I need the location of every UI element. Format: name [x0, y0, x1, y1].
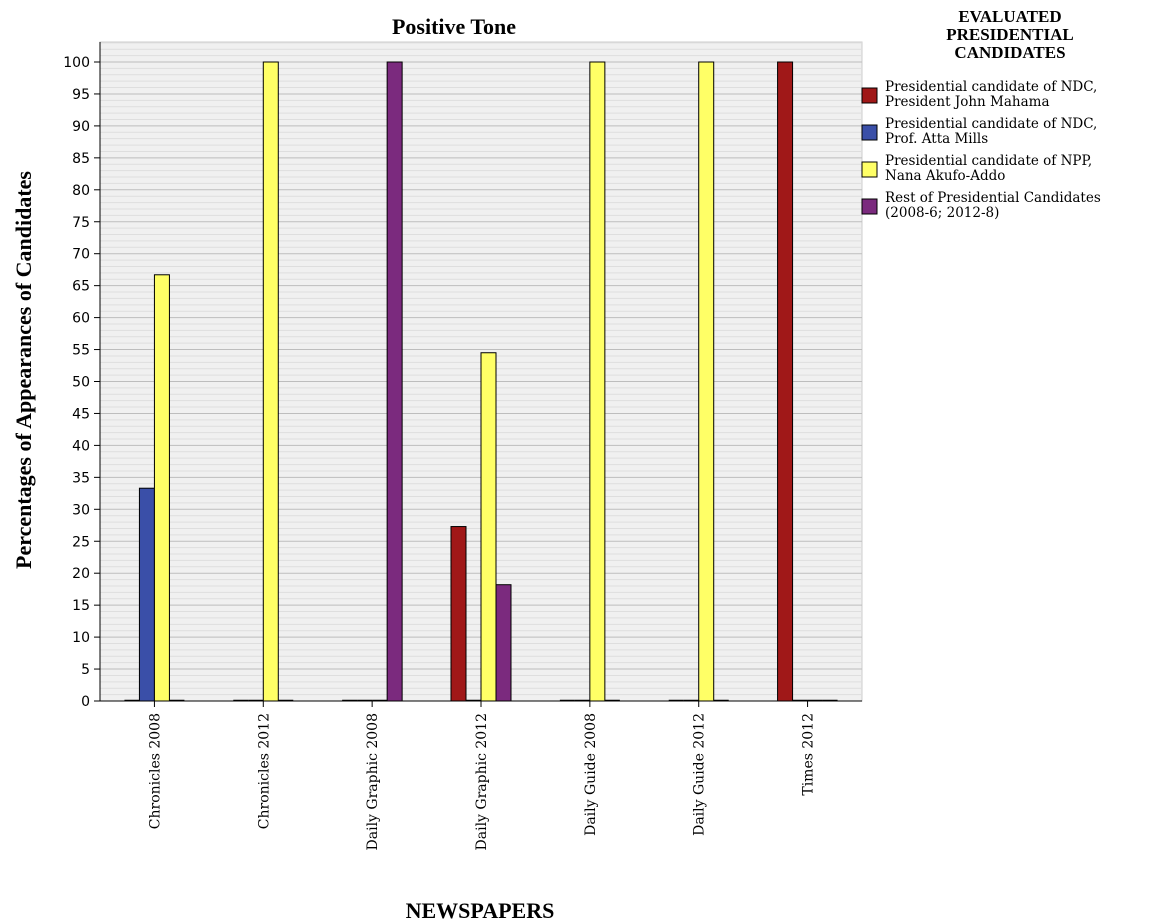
legend-swatch	[861, 161, 878, 178]
bar	[480, 352, 497, 702]
x-tick-label: Daily Graphic 2012	[474, 713, 490, 850]
legend-swatch	[861, 124, 878, 141]
legend-label: Presidential candidate of NDC,	[885, 116, 1097, 132]
x-tick-label: Daily Guide 2012	[692, 713, 708, 836]
legend-title: PRESIDENTIAL	[946, 25, 1074, 44]
y-tick-label: 95	[72, 87, 90, 103]
y-axis-title: Percentages of Appearances of Candidates	[11, 171, 36, 569]
x-tick-label: Daily Guide 2008	[583, 713, 599, 836]
y-tick-label: 15	[72, 598, 90, 614]
x-axis-title: NEWSPAPERS	[406, 898, 555, 922]
y-tick-label: 5	[81, 662, 90, 678]
legend-label: Prof. Atta Mills	[885, 131, 988, 147]
x-tick-label: Chronicles 2008	[147, 713, 163, 829]
legend-label: Nana Akufo-Addo	[885, 168, 1005, 184]
chart-title: Positive Tone	[392, 14, 516, 39]
bar	[589, 61, 606, 702]
x-tick-label: Daily Graphic 2008	[365, 713, 381, 850]
y-tick-label: 75	[72, 215, 90, 231]
y-tick-label: 0	[81, 694, 90, 710]
plot-area: 0 5 10 15 20 25 30 35 40 45 50 55 60 65 70 75 80 85 90 95 10…	[63, 41, 863, 850]
legend-title: CANDIDATES	[954, 43, 1065, 62]
y-tick-label: 10	[72, 630, 90, 646]
x-tick-label: Chronicles 2012	[256, 713, 272, 829]
bar	[495, 584, 512, 702]
y-tick-label: 85	[72, 151, 90, 167]
bar	[698, 61, 715, 702]
y-tick-label: 90	[72, 119, 90, 135]
y-tick-label: 50	[72, 375, 90, 391]
bar	[777, 61, 794, 702]
legend-swatch	[861, 87, 878, 104]
legend-title: EVALUATED	[958, 7, 1061, 26]
y-tick-label: 25	[72, 534, 90, 550]
x-tick-label: Times 2012	[801, 713, 817, 796]
y-tick-label: 40	[72, 438, 90, 454]
y-tick-label: 70	[72, 247, 90, 263]
legend-label: Rest of Presidential Candidates	[885, 190, 1101, 206]
y-tick-label: 20	[72, 566, 90, 582]
y-tick-label: 80	[72, 183, 90, 199]
legend-label: Presidential candidate of NDC,	[885, 79, 1097, 95]
y-tick-label: 45	[72, 406, 90, 422]
bar	[386, 61, 403, 702]
legend-label: Presidential candidate of NPP,	[885, 153, 1092, 169]
y-tick-label: 100	[63, 55, 90, 71]
y-tick-label: 35	[72, 470, 90, 486]
y-tick-label: 60	[72, 311, 90, 327]
legend-label: (2008-6; 2012-8)	[885, 205, 999, 221]
y-tick-label: 65	[72, 279, 90, 295]
y-tick-label: 55	[72, 343, 90, 359]
bar	[450, 526, 467, 702]
legend-swatch	[861, 198, 878, 215]
bar	[153, 274, 170, 702]
bar	[262, 61, 279, 702]
bar	[138, 487, 155, 702]
legend-label: President John Mahama	[885, 94, 1050, 110]
y-tick-label: 30	[72, 502, 90, 518]
